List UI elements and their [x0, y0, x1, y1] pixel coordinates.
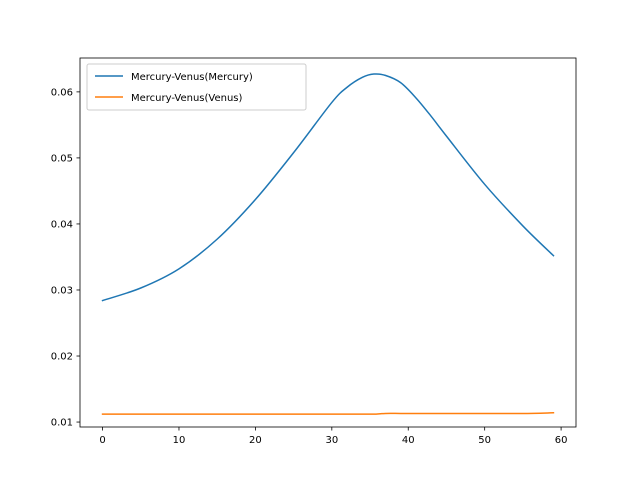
x-tick-label: 10	[173, 435, 186, 446]
x-tick-label: 60	[555, 435, 568, 446]
y-tick-label: 0.04	[51, 220, 73, 231]
x-tick-label: 30	[325, 435, 338, 446]
legend-label-2: Mercury-Venus(Venus)	[131, 93, 242, 104]
legend-label-1: Mercury-Venus(Mercury)	[131, 72, 253, 83]
plot-area	[80, 58, 576, 427]
y-tick-label: 0.02	[51, 352, 73, 363]
x-tick-label: 40	[402, 435, 415, 446]
series-layer	[101, 73, 555, 415]
y-axis: 0.01 0.02 0.03 0.04 0.05 0.06	[51, 87, 80, 429]
x-tick-label: 0	[99, 435, 105, 446]
x-tick-label: 20	[249, 435, 262, 446]
y-tick-label: 0.06	[51, 87, 73, 98]
plot-frame	[79, 57, 577, 428]
y-tick-label: 0.03	[51, 286, 73, 297]
x-axis: 0 10 20 30 40 50 60	[99, 427, 567, 446]
legend: Mercury-Venus(Mercury) Mercury-Venus(Venu…	[86, 63, 307, 111]
y-tick-label: 0.01	[51, 418, 73, 429]
series-line-2	[101, 412, 555, 415]
x-tick-label: 50	[478, 435, 491, 446]
y-tick-label: 0.05	[51, 154, 73, 165]
series-line-1	[101, 73, 555, 302]
legend-box	[86, 63, 307, 111]
